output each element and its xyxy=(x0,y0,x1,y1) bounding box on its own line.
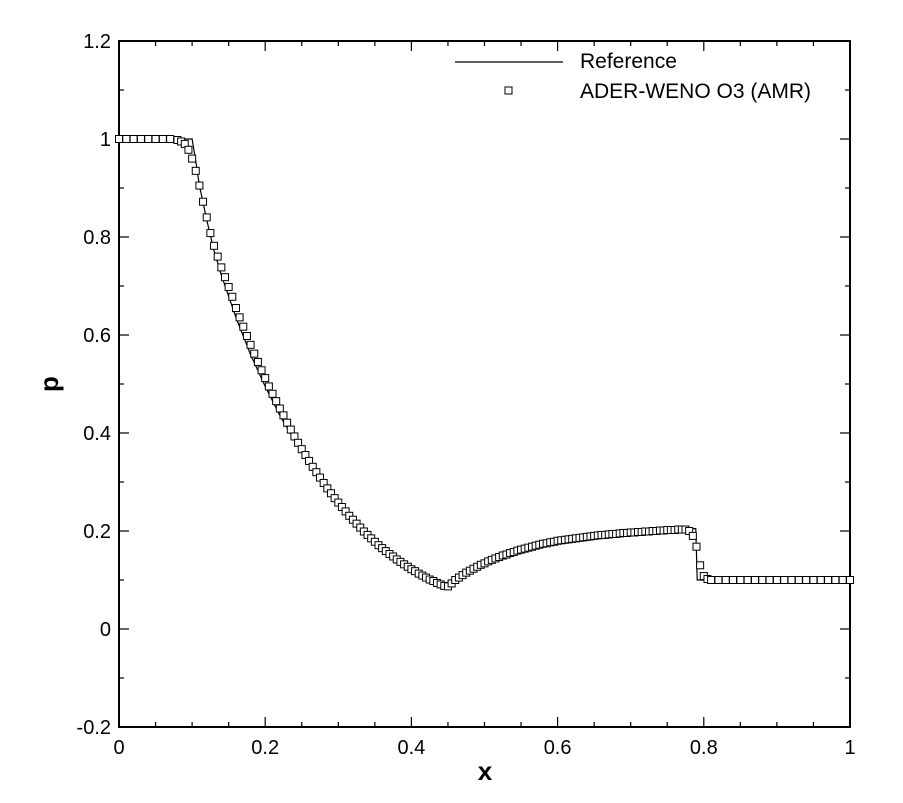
data-point xyxy=(257,366,266,375)
data-point xyxy=(221,273,229,282)
data-point xyxy=(780,576,789,584)
data-point xyxy=(202,213,211,222)
data-point xyxy=(191,166,200,175)
data-point xyxy=(696,561,705,570)
x-tick-label: 0 xyxy=(113,737,124,759)
data-point xyxy=(151,135,160,143)
data-point xyxy=(144,135,153,143)
x-tick-label: 1 xyxy=(844,737,855,759)
data-point xyxy=(188,154,197,163)
legend-label-reference: Reference xyxy=(580,50,677,73)
data-point xyxy=(787,576,796,584)
data-point xyxy=(772,576,781,584)
data-point xyxy=(809,576,818,584)
data-point xyxy=(272,397,281,406)
data-point xyxy=(758,576,767,584)
data-point xyxy=(765,576,774,584)
data-point xyxy=(224,282,233,291)
y-tick-label: 1 xyxy=(100,129,111,151)
data-point xyxy=(210,241,219,250)
x-tick-label: 0.8 xyxy=(690,737,718,759)
data-point xyxy=(846,576,854,584)
data-point xyxy=(235,313,244,322)
data-point xyxy=(275,404,284,413)
y-tick-label: 0 xyxy=(100,619,111,641)
data-point xyxy=(279,411,288,420)
data-point xyxy=(136,135,145,143)
data-point xyxy=(246,340,255,349)
data-point xyxy=(824,576,833,584)
x-tick-label: 0.2 xyxy=(251,737,279,759)
series-markers-ader-weno xyxy=(115,135,854,591)
data-point xyxy=(750,576,759,584)
data-point xyxy=(129,135,138,143)
data-point xyxy=(184,145,193,154)
x-tick-label: 0.6 xyxy=(544,737,572,759)
legend-label-ader-weno: ADER-WENO O3 (AMR) xyxy=(580,80,811,103)
data-point xyxy=(743,576,752,584)
data-point xyxy=(122,135,131,143)
data-point xyxy=(261,374,270,383)
y-tick-label: 1.2 xyxy=(83,31,111,53)
data-point xyxy=(195,181,204,190)
data-point xyxy=(158,135,167,143)
y-tick-label: -0.2 xyxy=(77,717,111,739)
y-tick-label: 0.4 xyxy=(83,423,111,445)
data-point xyxy=(115,135,123,143)
y-tick-label: 0.2 xyxy=(83,521,111,543)
data-point xyxy=(250,349,259,358)
data-point xyxy=(794,576,803,584)
x-tick-labels: 0 0.2 0.4 0.6 0.8 1 xyxy=(113,737,855,759)
data-point xyxy=(213,252,222,261)
data-point xyxy=(688,531,697,540)
data-point xyxy=(228,292,237,301)
data-point xyxy=(199,197,208,206)
data-point xyxy=(286,425,295,434)
x-axis-title: x xyxy=(478,756,493,786)
data-point xyxy=(838,576,847,584)
data-point xyxy=(268,389,277,398)
data-point xyxy=(729,576,738,584)
x-tick-label: 0.4 xyxy=(397,737,425,759)
data-plot xyxy=(115,135,854,591)
data-point xyxy=(714,576,723,584)
data-point xyxy=(239,322,248,331)
data-point xyxy=(253,357,262,366)
legend-square-swatch xyxy=(504,86,513,95)
data-point xyxy=(166,135,175,143)
data-point xyxy=(721,576,730,584)
data-point xyxy=(242,331,251,340)
data-point xyxy=(217,263,226,272)
y-tick-label: 0.8 xyxy=(83,227,111,249)
data-point xyxy=(707,576,716,584)
legend: Reference ADER-WENO O3 (AMR) xyxy=(455,50,811,103)
data-point xyxy=(816,576,825,584)
data-point xyxy=(831,576,840,584)
data-point xyxy=(231,304,240,313)
data-point xyxy=(264,382,273,391)
data-point xyxy=(206,229,215,238)
y-tick-label: 0.6 xyxy=(83,325,111,347)
data-point xyxy=(736,576,745,584)
tick-marks xyxy=(118,40,851,728)
data-point xyxy=(692,542,701,551)
y-tick-labels: -0.2 0 0.2 0.4 0.6 0.8 1 1.2 xyxy=(77,31,111,739)
data-point xyxy=(283,418,292,427)
y-axis-title: p xyxy=(34,376,64,392)
data-point xyxy=(802,576,811,584)
